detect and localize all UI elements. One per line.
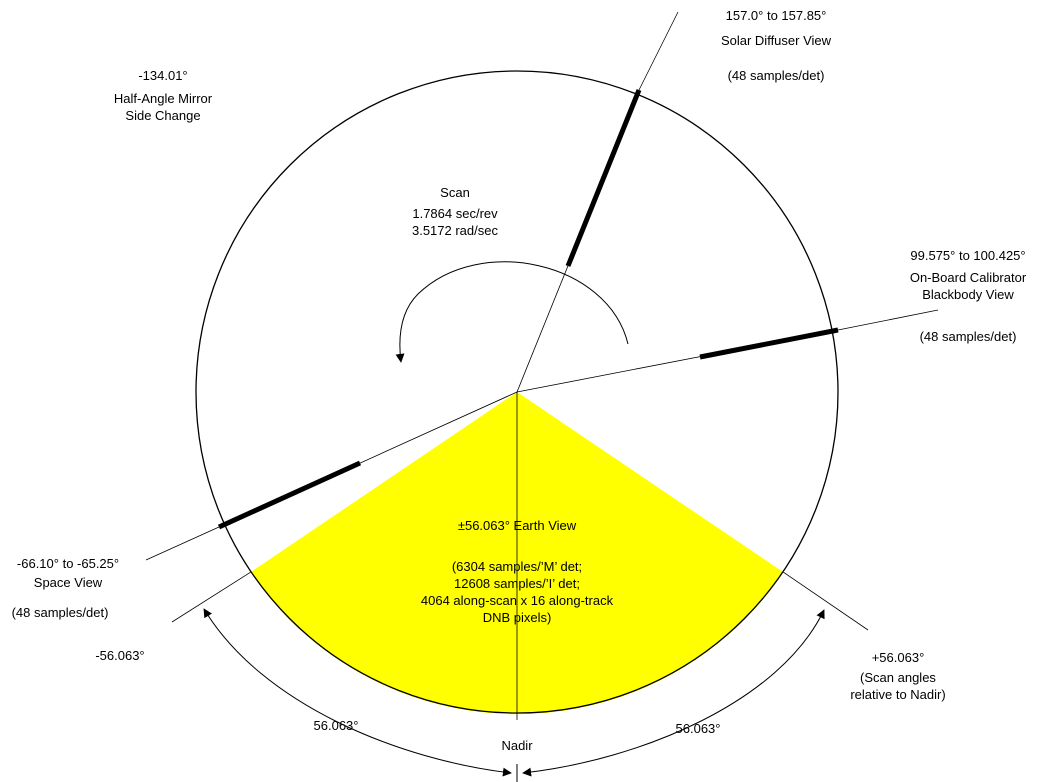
earth-view-title: ±56.063° Earth View <box>458 518 577 533</box>
right-limit-note2: relative to Nadir) <box>850 687 945 702</box>
half-angle-mirror-angle: -134.01° <box>138 68 187 83</box>
earth-view-line4: DNB pixels) <box>483 610 552 625</box>
earth-view-line2: 12608 samples/’I’ det; <box>454 576 580 591</box>
nadir-label: Nadir <box>501 738 533 753</box>
scan-rate: 3.5172 rad/sec <box>412 223 499 238</box>
space-view-window <box>217 460 362 530</box>
scan-period: 1.7864 sec/rev <box>412 206 498 221</box>
half-angle-mirror-line2: Side Change <box>125 108 200 123</box>
right-limit-note1: (Scan angles <box>860 670 936 685</box>
scan-direction-arrow <box>395 261 629 363</box>
left-span-arc <box>203 608 512 777</box>
blackbody-line2: Blackbody View <box>922 287 1014 302</box>
space-view-samples: (48 samples/det) <box>12 605 109 620</box>
solar-diffuser-range: 157.0° to 157.85° <box>726 8 827 23</box>
space-view-range: -66.10° to -65.25° <box>17 556 119 571</box>
blackbody-samples: (48 samples/det) <box>920 329 1017 344</box>
scan-title: Scan <box>440 185 470 200</box>
left-span-label: 56.063° <box>314 718 359 733</box>
right-span-label: 56.063° <box>676 721 721 736</box>
right-span-arc <box>522 609 825 777</box>
left-limit-angle: -56.063° <box>95 648 144 663</box>
solar-diffuser-samples: (48 samples/det) <box>728 68 825 83</box>
earth-view-line3: 4064 along-scan x 16 along-track <box>421 593 614 608</box>
blackbody-range: 99.575° to 100.425° <box>910 248 1025 263</box>
earth-view-line1: (6304 samples/’M’ det; <box>452 559 582 574</box>
solar-diffuser-window <box>565 89 642 267</box>
blackbody-line1: On-Board Calibrator <box>910 270 1027 285</box>
half-angle-mirror-line1: Half-Angle Mirror <box>114 91 213 106</box>
right-limit-angle: +56.063° <box>872 650 925 665</box>
space-view-name: Space View <box>34 575 103 590</box>
blackbody-leader <box>837 309 939 331</box>
solar-diffuser-name: Solar Diffuser View <box>721 33 832 48</box>
space-view-leader <box>145 526 220 561</box>
left-limit-leader <box>171 571 251 623</box>
blackbody-window <box>699 327 839 360</box>
right-limit-leader <box>783 571 869 631</box>
solar-diffuser-leader <box>638 11 679 91</box>
